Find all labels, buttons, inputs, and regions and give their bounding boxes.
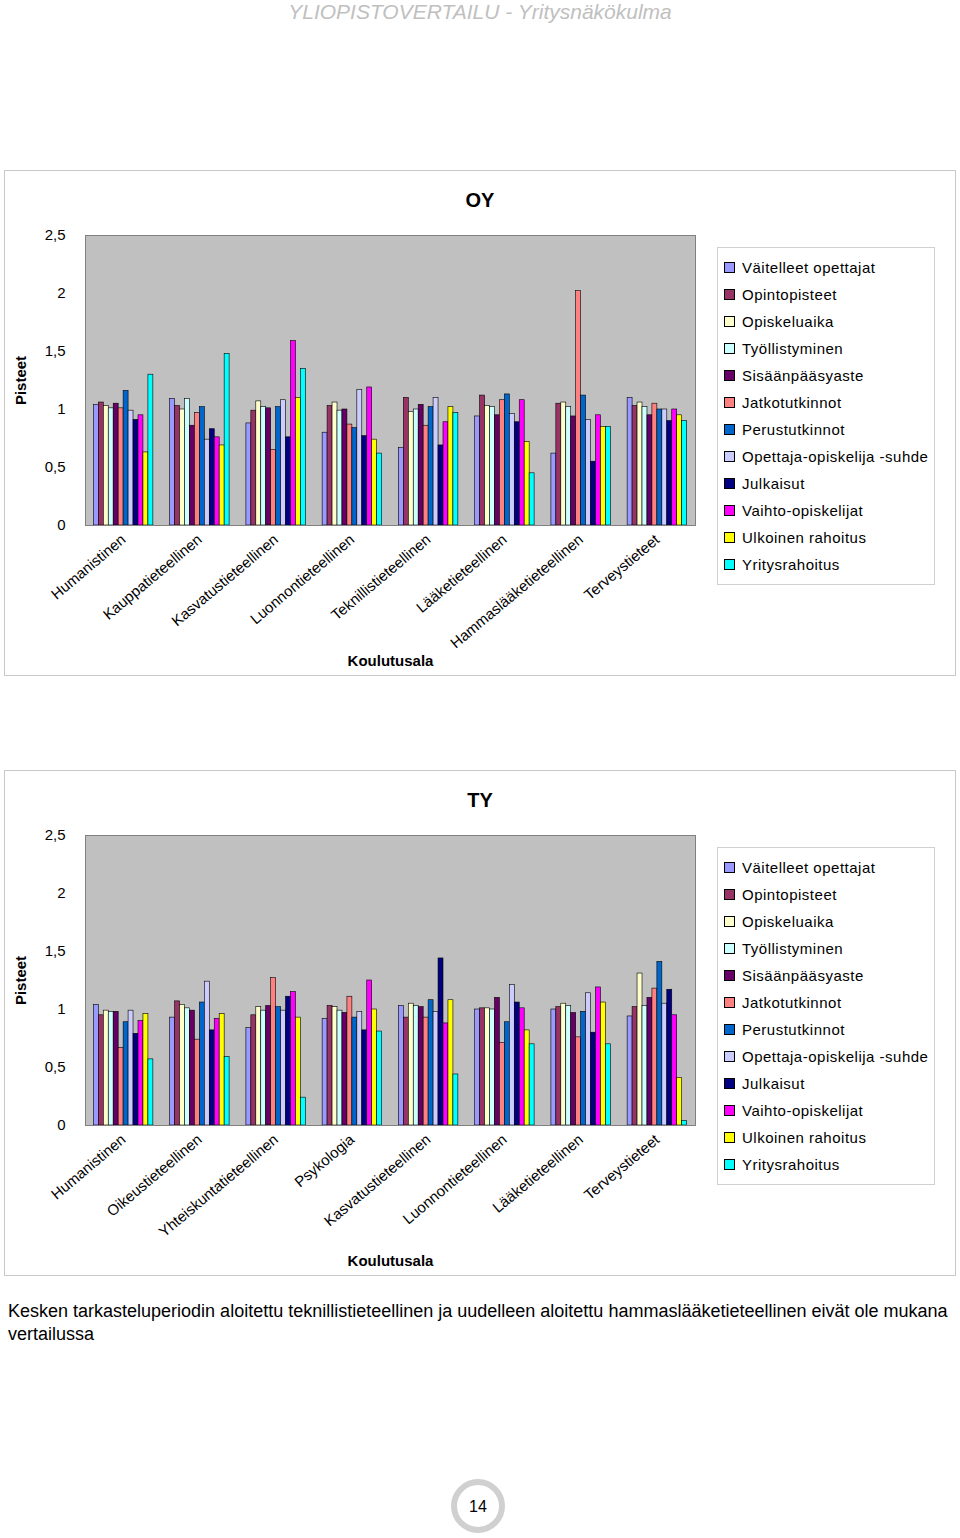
svg-text:Terveystieteet: Terveystieteet bbox=[581, 530, 663, 603]
svg-text:2,5: 2,5 bbox=[45, 826, 66, 843]
html-text:Ulkoinen rahoitus: Ulkoinen rahoitus bbox=[742, 1129, 867, 1146]
html-text:OY: OY bbox=[465, 189, 495, 211]
html-text:Sisäänpääsyaste: Sisäänpääsyaste bbox=[742, 967, 864, 984]
html-text:Opintopisteet: Opintopisteet bbox=[742, 286, 837, 303]
html-text:Jatkotutkinnot: Jatkotutkinnot bbox=[742, 994, 842, 1011]
svg-text:1: 1 bbox=[57, 1000, 65, 1017]
svg-text:Koulutusala: Koulutusala bbox=[348, 1252, 434, 1269]
svg-text:Kasvatustieteellinen: Kasvatustieteellinen bbox=[168, 530, 282, 630]
svg-text:Hammaslääketieteellinen: Hammaslääketieteellinen bbox=[447, 531, 586, 652]
html-text:Vaihto-opiskelijat: Vaihto-opiskelijat bbox=[742, 1102, 864, 1119]
svg-text:2: 2 bbox=[57, 884, 65, 901]
svg-text:1: 1 bbox=[57, 400, 65, 417]
html-text:Julkaisut: Julkaisut bbox=[742, 1075, 805, 1092]
html-text:YLIOPISTOVERTAILU - Yritysnäkö: YLIOPISTOVERTAILU - Yritysnäkökulma bbox=[288, 0, 672, 23]
html-text:Yritysrahoitus: Yritysrahoitus bbox=[742, 556, 840, 573]
html-text:Ulkoinen rahoitus: Ulkoinen rahoitus bbox=[742, 529, 867, 546]
svg-text:1,5: 1,5 bbox=[45, 342, 66, 359]
svg-text:Lääketieteellinen: Lääketieteellinen bbox=[489, 1131, 586, 1216]
html-text:Opiskeluaika: Opiskeluaika bbox=[742, 313, 834, 330]
html-text:Perustutkinnot: Perustutkinnot bbox=[742, 1021, 845, 1038]
svg-text:Luonnontieteellinen: Luonnontieteellinen bbox=[399, 1131, 510, 1228]
svg-text:0: 0 bbox=[57, 1116, 65, 1133]
html-text:Perustutkinnot: Perustutkinnot bbox=[742, 421, 845, 438]
svg-text:Pisteet: Pisteet bbox=[12, 356, 29, 405]
svg-text:Pisteet: Pisteet bbox=[12, 956, 29, 1005]
html-text:Opiskeluaika: Opiskeluaika bbox=[742, 913, 834, 930]
html-text:Jatkotutkinnot: Jatkotutkinnot bbox=[742, 394, 842, 411]
html-text:Opettaja-opiskelija -suhde: Opettaja-opiskelija -suhde bbox=[742, 1048, 929, 1065]
svg-text:Teknillistieteellinen: Teknillistieteellinen bbox=[327, 530, 434, 624]
html-text:Työllistyminen: Työllistyminen bbox=[742, 940, 844, 957]
html-text:Työllistyminen: Työllistyminen bbox=[742, 340, 844, 357]
svg-text:Kasvatustieteellinen: Kasvatustieteellinen bbox=[320, 1130, 434, 1230]
html-text:Kesken tarkasteluperiodin aloi: Kesken tarkasteluperiodin aloitettu tekn… bbox=[8, 1301, 948, 1344]
svg-text:Humanistinen: Humanistinen bbox=[47, 531, 128, 603]
html-text:Julkaisut: Julkaisut bbox=[742, 475, 805, 492]
svg-text:Luonnontieteellinen: Luonnontieteellinen bbox=[246, 530, 358, 628]
svg-text:Terveystieteet: Terveystieteet bbox=[581, 1130, 663, 1203]
svg-text:0,5: 0,5 bbox=[45, 458, 66, 475]
svg-text:0,5: 0,5 bbox=[45, 1058, 66, 1075]
svg-text:Psykologia: Psykologia bbox=[291, 1130, 358, 1190]
svg-text:2,5: 2,5 bbox=[45, 226, 66, 243]
svg-text:Oikeustieteellinen: Oikeustieteellinen bbox=[103, 1130, 205, 1220]
html-text:TY: TY bbox=[467, 789, 493, 811]
html-text:Väitelleet opettajat: Väitelleet opettajat bbox=[742, 859, 876, 876]
svg-text:1,5: 1,5 bbox=[45, 942, 66, 959]
svg-text:0: 0 bbox=[57, 516, 65, 533]
svg-text:Kauppatieteellinen: Kauppatieteellinen bbox=[99, 530, 205, 623]
svg-text:Lääketieteellinen: Lääketieteellinen bbox=[412, 530, 510, 616]
html-text:Opettaja-opiskelija -suhde: Opettaja-opiskelija -suhde bbox=[742, 448, 929, 465]
svg-text:Humanistinen: Humanistinen bbox=[47, 1131, 128, 1203]
html-text:Vaihto-opiskelijat: Vaihto-opiskelijat bbox=[742, 502, 864, 519]
html-text:Opintopisteet: Opintopisteet bbox=[742, 886, 837, 903]
svg-text:2: 2 bbox=[57, 284, 65, 301]
svg-text:Koulutusala: Koulutusala bbox=[348, 652, 434, 669]
svg-text:Yhteiskuntatieteellinen: Yhteiskuntatieteellinen bbox=[155, 1131, 281, 1241]
html-text:Väitelleet opettajat: Väitelleet opettajat bbox=[742, 259, 876, 276]
html-text:Yritysrahoitus: Yritysrahoitus bbox=[742, 1156, 840, 1173]
html-text:14: 14 bbox=[469, 1498, 487, 1515]
html-text:Sisäänpääsyaste: Sisäänpääsyaste bbox=[742, 367, 864, 384]
